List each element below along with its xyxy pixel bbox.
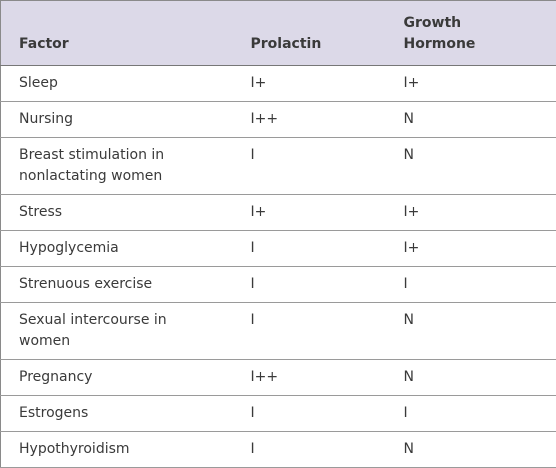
- table-cell: N: [385, 101, 556, 138]
- table-cell: I+: [385, 65, 556, 102]
- table-cell: Estrogens: [0, 395, 233, 432]
- table-cell: Hypoglycemia: [0, 230, 233, 267]
- cell-text: Sleep: [19, 75, 58, 91]
- cell-text: Sexual intercourse in women: [19, 312, 167, 349]
- table-cell: Nursing: [0, 101, 233, 138]
- cell-text: Estrogens: [19, 405, 89, 421]
- table-cell: I: [385, 266, 556, 303]
- table-cell: I: [232, 302, 386, 360]
- cell-text: I: [250, 312, 255, 328]
- header-text: Prolactin: [250, 36, 322, 52]
- cell-text: N: [403, 369, 414, 385]
- cell-text: Strenuous exercise: [19, 276, 153, 292]
- cell-text: Pregnancy: [19, 369, 93, 385]
- table-cell: N: [385, 302, 556, 360]
- table-cell: I+: [385, 230, 556, 267]
- header-cell: Factor: [0, 0, 233, 66]
- table-cell: Sexual intercourse in women: [0, 302, 233, 360]
- cell-text: I: [250, 405, 255, 421]
- table-cell: I++: [232, 101, 386, 138]
- cell-text: N: [403, 147, 414, 163]
- cell-text: I+: [403, 75, 420, 91]
- cell-text: I: [250, 147, 255, 163]
- cell-text: I+: [250, 204, 267, 220]
- table-row: Strenuous exercise I I: [0, 266, 556, 303]
- table-row: Estrogens I I: [0, 395, 556, 432]
- table-cell: N: [385, 431, 556, 468]
- cell-text: N: [403, 312, 414, 328]
- table-cell: I+: [232, 65, 386, 102]
- table-cell: Breast stimulation in nonlactating women: [0, 137, 233, 195]
- cell-text: I: [250, 276, 255, 292]
- cell-text: I+: [250, 75, 267, 91]
- cell-text: I: [403, 405, 408, 421]
- table-row: Hypoglycemia I I+: [0, 230, 556, 267]
- table-row: Sleep I+ I+: [0, 65, 556, 102]
- table-cell: I: [232, 230, 386, 267]
- table-cell: Strenuous exercise: [0, 266, 233, 303]
- table-row: Stress I+ I+: [0, 194, 556, 231]
- table-cell: I+: [232, 194, 386, 231]
- table-cell: I: [232, 395, 386, 432]
- table-cell: I+: [385, 194, 556, 231]
- table-cell: I: [232, 137, 386, 195]
- header-text: Factor: [19, 36, 69, 52]
- table-row: Nursing I++ N: [0, 101, 556, 138]
- header-cell: Prolactin: [232, 0, 386, 66]
- cell-text: Hypoglycemia: [19, 240, 119, 256]
- table-cell: Stress: [0, 194, 233, 231]
- cell-text: N: [403, 111, 414, 127]
- cell-text: I: [250, 240, 255, 256]
- cell-text: Nursing: [19, 111, 74, 127]
- header-row: Factor Prolactin Growth Hormone: [0, 0, 556, 66]
- header-text: Growth Hormone: [403, 15, 476, 52]
- table-cell: I: [385, 395, 556, 432]
- table-row: Pregnancy I++ N: [0, 359, 556, 396]
- table-cell: I: [232, 431, 386, 468]
- table-cell: Hypothyroidism: [0, 431, 233, 468]
- cell-text: I: [250, 441, 255, 457]
- cell-text: I++: [250, 369, 279, 385]
- table-cell: N: [385, 137, 556, 195]
- table-body: Sleep I+ I+ Nursing I++ N Breast stimulation i…: [0, 65, 556, 468]
- table-cell: I: [232, 266, 386, 303]
- table-cell: Sleep: [0, 65, 233, 102]
- cell-text: I+: [403, 204, 420, 220]
- cell-text: Breast stimulation in nonlactating women: [19, 147, 165, 184]
- cell-text: N: [403, 441, 414, 457]
- table-row: Sexual intercourse in women I N: [0, 302, 556, 360]
- table-cell: I++: [232, 359, 386, 396]
- cell-text: I++: [250, 111, 279, 127]
- cell-text: I: [403, 276, 408, 292]
- header-cell: Growth Hormone: [385, 0, 556, 66]
- cell-text: Stress: [19, 204, 63, 220]
- table-cell: Pregnancy: [0, 359, 233, 396]
- table-header: Factor Prolactin Growth Hormone: [0, 0, 556, 66]
- cell-text: I+: [403, 240, 420, 256]
- table-row: Breast stimulation in nonlactating women…: [0, 137, 556, 195]
- table-row: Hypothyroidism I N: [0, 431, 556, 468]
- table-cell: N: [385, 359, 556, 396]
- cell-text: Hypothyroidism: [19, 441, 130, 457]
